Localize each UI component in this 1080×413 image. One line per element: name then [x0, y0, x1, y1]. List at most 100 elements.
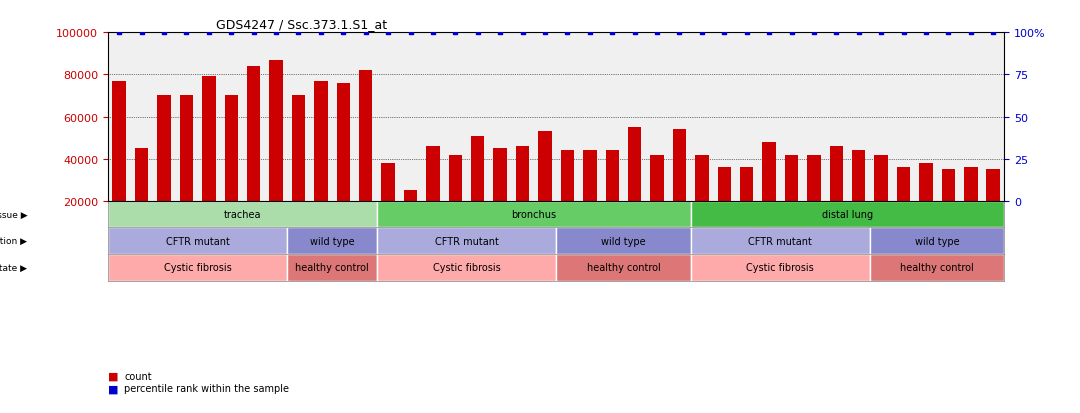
Point	[738, 30, 755, 36]
Bar	[919, 164, 933, 202]
FancyBboxPatch shape	[377, 228, 556, 254]
Bar	[964, 168, 977, 202]
Point	[873, 30, 890, 36]
Bar	[650, 155, 664, 202]
Bar	[427, 147, 440, 202]
Text: healthy control: healthy control	[295, 263, 369, 273]
Bar	[852, 151, 865, 202]
Point	[985, 30, 1002, 36]
Bar	[247, 67, 260, 202]
Point	[558, 30, 576, 36]
FancyBboxPatch shape	[108, 228, 287, 254]
Text: bronchus: bronchus	[511, 210, 556, 220]
Text: tissue ▶: tissue ▶	[0, 210, 27, 219]
Text: wild type: wild type	[915, 236, 959, 246]
Point	[581, 30, 598, 36]
Text: Cystic fibrosis: Cystic fibrosis	[433, 263, 500, 273]
Bar	[583, 151, 596, 202]
Point	[917, 30, 934, 36]
Text: CFTR mutant: CFTR mutant	[434, 236, 499, 246]
FancyBboxPatch shape	[108, 254, 287, 281]
Bar	[112, 81, 126, 202]
Point	[716, 30, 733, 36]
Bar	[516, 147, 529, 202]
Bar	[404, 191, 417, 202]
Point	[178, 30, 195, 36]
Bar	[225, 96, 238, 202]
Text: ■: ■	[108, 371, 119, 381]
Point	[222, 30, 240, 36]
Point	[447, 30, 464, 36]
Point	[760, 30, 778, 36]
Text: GDS4247 / Ssc.373.1.S1_at: GDS4247 / Ssc.373.1.S1_at	[216, 17, 387, 31]
Text: wild type: wild type	[310, 236, 354, 246]
FancyBboxPatch shape	[691, 254, 870, 281]
Text: trachea: trachea	[224, 210, 261, 220]
Bar	[337, 83, 350, 202]
Text: count: count	[124, 371, 152, 381]
Point	[514, 30, 531, 36]
Text: disease state ▶: disease state ▶	[0, 263, 27, 272]
Bar	[448, 155, 462, 202]
Point	[895, 30, 913, 36]
Point	[671, 30, 688, 36]
Point	[268, 30, 285, 36]
FancyBboxPatch shape	[108, 202, 377, 228]
Bar	[538, 132, 552, 202]
FancyBboxPatch shape	[870, 254, 1004, 281]
Bar	[740, 168, 754, 202]
Point	[783, 30, 800, 36]
Bar	[942, 170, 955, 202]
Bar	[717, 168, 731, 202]
Bar	[179, 96, 193, 202]
Point	[245, 30, 262, 36]
Bar	[986, 170, 1000, 202]
Point	[827, 30, 845, 36]
Text: Cystic fibrosis: Cystic fibrosis	[746, 263, 814, 273]
Bar	[359, 71, 373, 202]
Text: Cystic fibrosis: Cystic fibrosis	[164, 263, 231, 273]
Point	[402, 30, 419, 36]
Bar	[292, 96, 306, 202]
Bar	[673, 130, 686, 202]
Bar	[202, 77, 216, 202]
Bar	[627, 128, 642, 202]
Point	[424, 30, 442, 36]
Point	[312, 30, 329, 36]
Bar	[696, 155, 708, 202]
Bar	[829, 147, 843, 202]
Bar	[896, 168, 910, 202]
Point	[379, 30, 396, 36]
Bar	[785, 155, 798, 202]
Text: percentile rank within the sample: percentile rank within the sample	[124, 383, 289, 393]
Bar	[494, 149, 507, 202]
FancyBboxPatch shape	[870, 228, 1004, 254]
Point	[491, 30, 509, 36]
Point	[289, 30, 307, 36]
FancyBboxPatch shape	[691, 202, 1004, 228]
Bar	[762, 142, 775, 202]
Point	[469, 30, 486, 36]
Text: distal lung: distal lung	[822, 210, 873, 220]
Text: healthy control: healthy control	[586, 263, 660, 273]
FancyBboxPatch shape	[377, 202, 691, 228]
Bar	[135, 149, 148, 202]
Point	[648, 30, 665, 36]
Bar	[381, 164, 395, 202]
Point	[604, 30, 621, 36]
Bar	[314, 81, 327, 202]
Bar	[269, 60, 283, 202]
FancyBboxPatch shape	[287, 228, 377, 254]
FancyBboxPatch shape	[556, 228, 691, 254]
Point	[537, 30, 554, 36]
Point	[940, 30, 957, 36]
Text: genotype/variation ▶: genotype/variation ▶	[0, 237, 27, 246]
Bar	[561, 151, 575, 202]
Point	[693, 30, 711, 36]
Point	[806, 30, 823, 36]
Point	[335, 30, 352, 36]
FancyBboxPatch shape	[556, 254, 691, 281]
Point	[110, 30, 127, 36]
Point	[133, 30, 150, 36]
Point	[156, 30, 173, 36]
